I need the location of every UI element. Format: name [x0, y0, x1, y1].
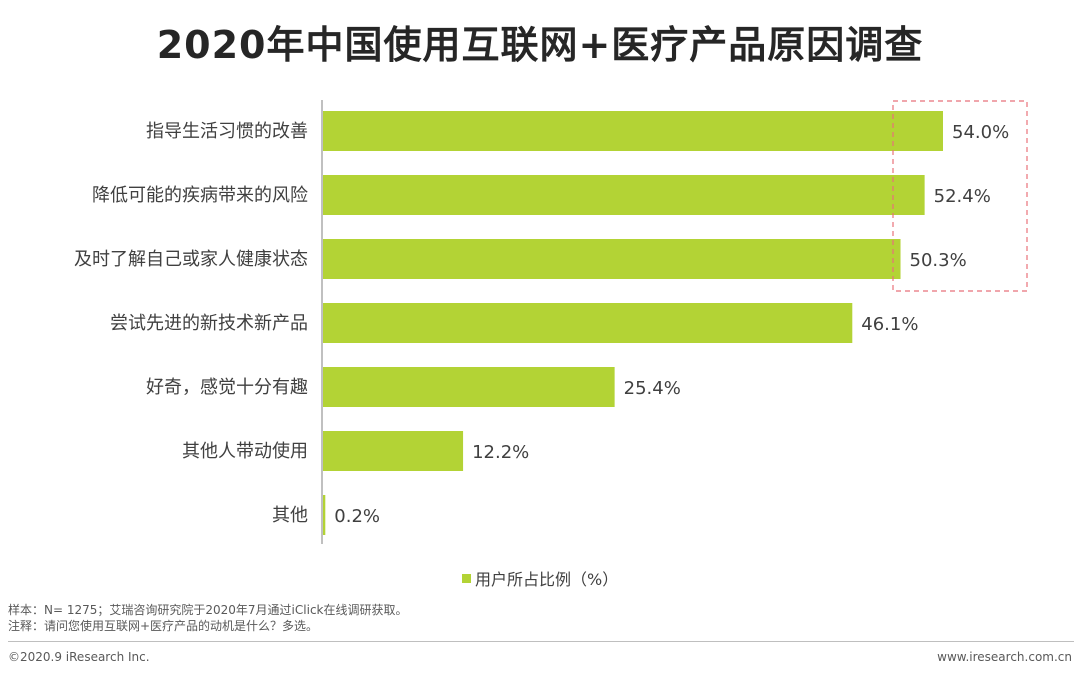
- footer-divider: [8, 641, 1074, 642]
- category-label-5: 其他人带动使用: [182, 441, 308, 462]
- value-label-6: 0.2%: [334, 506, 380, 527]
- highlight-box: [892, 100, 1028, 292]
- bar-3: [323, 303, 853, 343]
- bar-2: [323, 239, 901, 279]
- bar-4: [323, 367, 615, 407]
- copyright: ©2020.9 iResearch Inc.: [8, 650, 150, 664]
- bar-6: [323, 495, 326, 535]
- category-label-6: 其他: [272, 505, 308, 526]
- remark-note: 注释：请问您使用互联网+医疗产品的动机是什么？多选。: [8, 619, 319, 633]
- bar-0: [323, 111, 943, 151]
- chart-title: 2020年中国使用互联网+医疗产品原因调查: [156, 23, 924, 67]
- bar-chart: 指导生活习惯的改善 54.0% 降低可能的疾病带来的风险 52.4% 及时了解自己或家人…: [74, 100, 1028, 544]
- legend-label: 用户所占比例（%）: [475, 570, 619, 589]
- category-label-3: 尝试先进的新技术新产品: [110, 313, 308, 334]
- legend-swatch: [462, 573, 471, 583]
- category-label-4: 好奇，感觉十分有趣: [146, 377, 308, 398]
- value-label-2: 50.3%: [910, 250, 967, 271]
- category-label-0: 指导生活习惯的改善: [146, 121, 308, 142]
- legend: 用户所占比例（%）: [462, 566, 618, 590]
- value-label-1: 52.4%: [934, 186, 991, 207]
- category-label-1: 降低可能的疾病带来的风险: [92, 185, 308, 206]
- website-link[interactable]: www.iresearch.com.cn: [937, 650, 1072, 664]
- value-label-3: 46.1%: [861, 314, 918, 335]
- notes: 样本：N= 1275；艾瑞咨询研究院于2020年7月通过iClick在线调研获取…: [8, 602, 408, 634]
- bar-1: [323, 175, 925, 215]
- category-label-2: 及时了解自己或家人健康状态: [74, 249, 308, 270]
- value-label-4: 25.4%: [624, 378, 681, 399]
- value-label-0: 54.0%: [952, 122, 1009, 143]
- sample-note: 样本：N= 1275；艾瑞咨询研究院于2020年7月通过iClick在线调研获取…: [8, 603, 408, 617]
- value-label-5: 12.2%: [472, 442, 529, 463]
- bar-5: [323, 431, 464, 471]
